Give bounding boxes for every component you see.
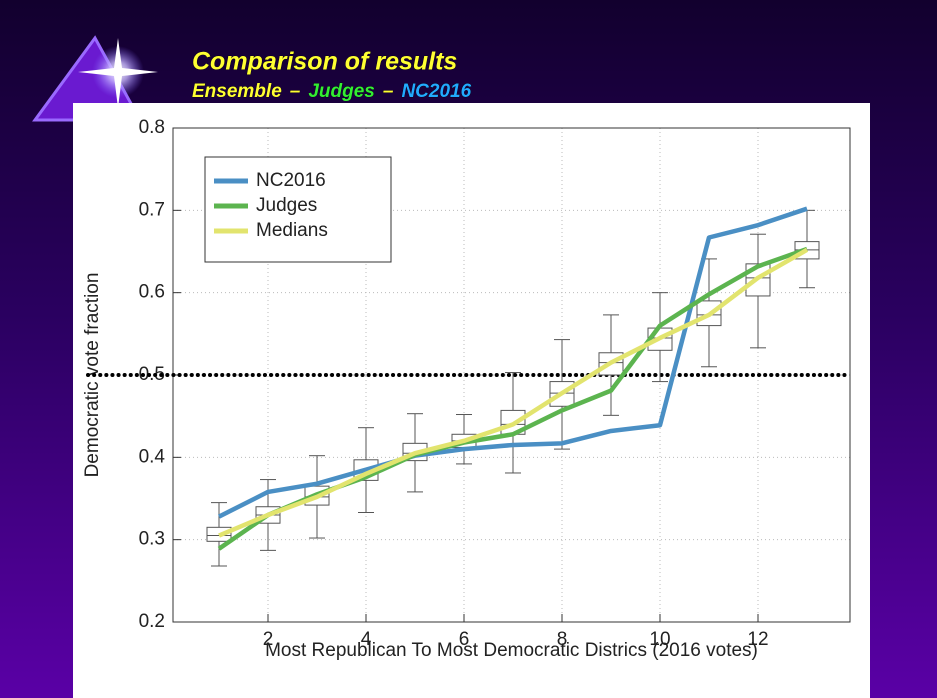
legend-label: NC2016 <box>256 170 326 191</box>
y-tick-label: 0.7 <box>139 199 165 220</box>
y-tick-label: 0.5 <box>139 364 165 385</box>
y-tick-label: 0.3 <box>139 529 165 550</box>
legend-label: Medians <box>256 220 328 241</box>
x-tick-label: 2 <box>263 629 274 650</box>
y-tick-label: 0.6 <box>139 282 165 303</box>
subtitle-part: NC2016 <box>401 81 471 102</box>
x-axis-label: Most Republican To Most Democratic Distr… <box>265 640 758 661</box>
x-tick-label: 8 <box>557 629 568 650</box>
x-tick-label: 10 <box>649 629 670 650</box>
series-line <box>217 206 808 519</box>
legend-label: Judges <box>256 195 317 216</box>
y-tick-label: 0.4 <box>139 446 166 467</box>
legend-box <box>204 156 392 263</box>
chart-background <box>73 103 870 698</box>
x-tick-label: 12 <box>747 629 768 650</box>
subtitle-part: Ensemble <box>192 81 282 102</box>
logo-star <box>78 38 158 108</box>
subtitle-part: Judges <box>308 81 375 102</box>
series-line <box>218 247 809 538</box>
slide-title: Comparison of results <box>192 48 457 76</box>
x-tick-label: 4 <box>361 629 372 650</box>
subtitle-part: – <box>383 81 394 102</box>
x-tick-label: 6 <box>459 629 470 650</box>
subtitle-part: – <box>290 81 301 102</box>
slide-subtitle: Ensemble – Judges – NC2016 <box>192 81 472 102</box>
y-tick-label: 0.2 <box>139 611 165 632</box>
y-tick-label: 0.8 <box>139 117 165 138</box>
